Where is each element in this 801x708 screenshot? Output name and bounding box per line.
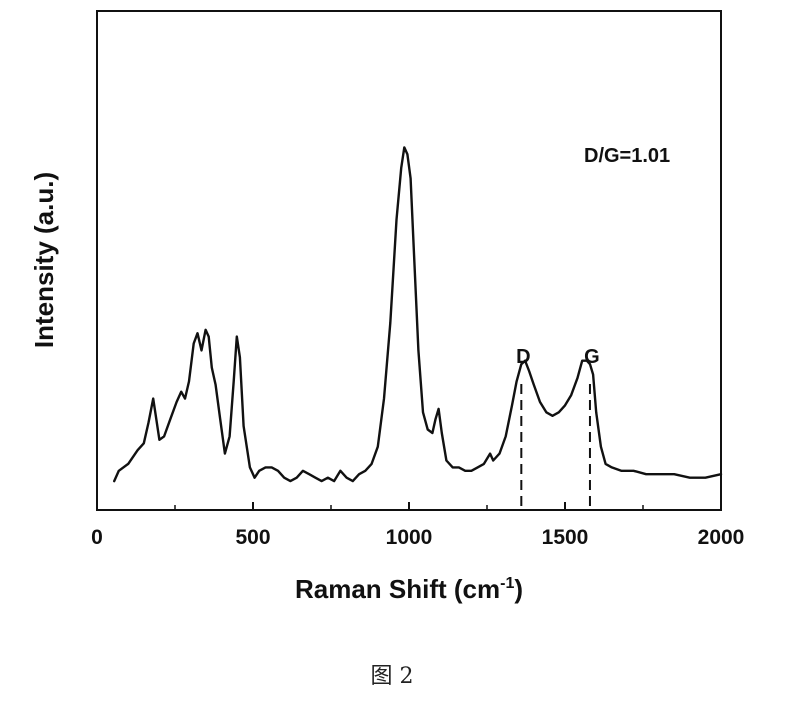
peak-marker-label-d: D <box>516 346 530 368</box>
plot-frame <box>96 10 722 511</box>
x-tick-label: 2000 <box>698 526 745 549</box>
x-tick-label: 0 <box>91 526 103 549</box>
x-axis-title-superscript: -1 <box>500 575 514 592</box>
x-tick-label: 1500 <box>542 526 589 549</box>
figure-caption: 图 2 <box>371 664 414 689</box>
x-axis-tick-labels: 0 500 1000 1500 2000 <box>91 526 744 549</box>
x-axis-title: Raman Shift (cm-1) <box>295 574 523 604</box>
x-axis-title-main: Raman Shift (cm <box>295 574 500 604</box>
peak-marker-lines <box>520 384 591 506</box>
y-axis-title: Intensity (a.u.) <box>29 172 59 348</box>
x-tick-label: 500 <box>235 526 270 549</box>
peak-marker-label-g: G <box>584 346 600 368</box>
raman-spectrum-line <box>113 146 723 483</box>
x-axis-ticks <box>96 502 722 510</box>
dg-ratio-annotation: D/G=1.01 <box>584 145 670 167</box>
x-tick-label: 1000 <box>386 526 433 549</box>
x-axis-title-close: ) <box>514 574 523 604</box>
